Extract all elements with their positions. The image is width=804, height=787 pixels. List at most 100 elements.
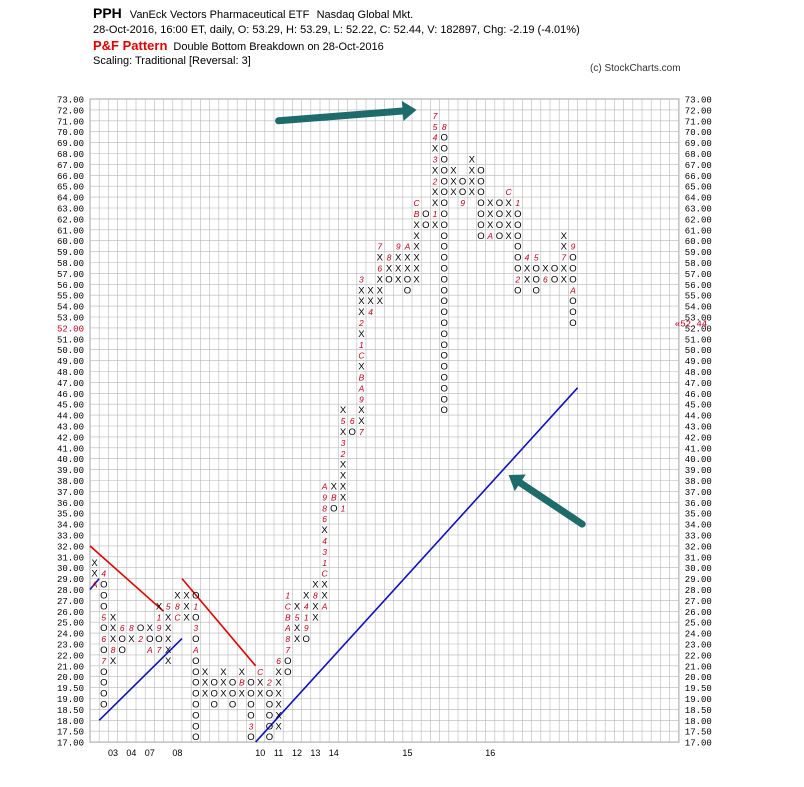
pf-month-mark: 3 xyxy=(433,154,438,164)
pf-month-mark: A xyxy=(321,481,328,491)
y-tick-label-right: 45.00 xyxy=(685,401,712,411)
pf-x-mark: X xyxy=(174,590,181,601)
pf-x-mark: X xyxy=(450,176,457,187)
ticker-symbol: PPH xyxy=(93,5,122,21)
y-tick-label-right: 38.00 xyxy=(685,477,712,487)
y-tick-label-right: 48.00 xyxy=(685,368,712,378)
y-tick-label-right: 73.00 xyxy=(685,96,712,106)
trendline xyxy=(255,387,579,743)
pf-x-mark: X xyxy=(386,263,393,274)
y-tick-label-left: 51.00 xyxy=(57,335,84,345)
pf-o-mark: O xyxy=(514,209,521,220)
y-tick-label-left: 62.00 xyxy=(57,215,84,225)
y-tick-label-left: 43.00 xyxy=(57,423,84,433)
pf-o-mark: O xyxy=(441,329,448,340)
pf-month-mark: 8 xyxy=(322,503,327,513)
pf-x-mark: X xyxy=(340,471,347,482)
y-tick-label-right: 70.00 xyxy=(685,128,712,138)
y-tick-label-right: 59.00 xyxy=(685,248,712,258)
pf-o-mark: O xyxy=(477,231,484,242)
x-tick-label: 13 xyxy=(310,748,320,758)
pf-x-mark: X xyxy=(358,416,365,427)
pf-o-mark: O xyxy=(119,645,126,656)
pf-x-mark: X xyxy=(312,580,319,591)
pf-o-mark: O xyxy=(477,176,484,187)
pf-month-mark: 4 xyxy=(525,253,530,263)
pf-month-mark: 5 xyxy=(101,612,106,622)
pattern-value: Double Bottom Breakdown on 28-Oct-2016 xyxy=(173,41,384,53)
y-tick-label-right: 19.00 xyxy=(685,695,712,705)
pf-o-mark: O xyxy=(192,699,199,710)
y-tick-label-right: 63.00 xyxy=(685,205,712,215)
pf-o-mark: O xyxy=(441,253,448,264)
pf-x-mark: X xyxy=(377,274,384,285)
pf-month-mark: 1 xyxy=(322,558,327,568)
pf-o-mark: O xyxy=(211,689,218,700)
y-tick-label-right: 20.00 xyxy=(685,673,712,683)
pf-x-mark: X xyxy=(147,623,154,634)
y-tick-label-right: 25.00 xyxy=(685,619,712,629)
y-tick-label-right: 34.00 xyxy=(685,521,712,531)
x-tick-label: 14 xyxy=(329,748,339,758)
trendlines xyxy=(89,387,579,743)
pf-o-mark: O xyxy=(441,340,448,351)
pf-o-mark: O xyxy=(100,590,107,601)
y-tick-label-left: 18.00 xyxy=(57,717,84,727)
pf-o-mark: O xyxy=(477,198,484,209)
pf-x-mark: X xyxy=(202,667,209,678)
y-tick-label-right: 72.00 xyxy=(685,106,712,116)
y-tick-label-left: 66.00 xyxy=(57,172,84,182)
pf-x-mark: X xyxy=(469,187,476,198)
y-tick-label-left: 60.00 xyxy=(57,237,84,247)
y-tick-label-right: 30.00 xyxy=(685,564,712,574)
pf-month-mark: 3 xyxy=(193,623,198,633)
pf-o-mark: O xyxy=(569,318,576,329)
pf-o-mark: O xyxy=(441,133,448,144)
pf-month-mark: 6 xyxy=(377,263,382,273)
pf-o-mark: O xyxy=(100,689,107,700)
pf-o-mark: O xyxy=(247,689,254,700)
pf-x-mark: X xyxy=(358,307,365,318)
pf-x-mark: X xyxy=(469,176,476,187)
scaling-line: Scaling: Traditional [Reversal: 3] xyxy=(93,55,251,67)
annotation-arrow-shaft xyxy=(275,107,407,125)
pf-x-mark: X xyxy=(413,253,420,264)
y-tick-label-left: 58.00 xyxy=(57,259,84,269)
y-tick-label-left: 20.00 xyxy=(57,673,84,683)
pf-month-mark: 9 xyxy=(460,198,465,208)
pf-month-mark: 3 xyxy=(359,274,364,284)
pf-month-mark: 6 xyxy=(276,656,281,666)
copyright-notice: (c) StockCharts.com xyxy=(590,63,681,74)
pf-o-mark: O xyxy=(441,405,448,416)
y-tick-label-left: 70.00 xyxy=(57,128,84,138)
y-tick-label-left: 37.00 xyxy=(57,488,84,498)
y-tick-label-left: 25.00 xyxy=(57,619,84,629)
pf-o-mark: O xyxy=(441,285,448,296)
pf-o-mark: O xyxy=(266,689,273,700)
pf-month-mark: A xyxy=(192,645,199,655)
y-tick-label-right: 40.00 xyxy=(685,455,712,465)
pf-o-mark: O xyxy=(569,263,576,274)
pf-month-mark: B xyxy=(331,492,337,502)
pf-x-mark: X xyxy=(321,525,328,536)
y-tick-label-left: 63.00 xyxy=(57,205,84,215)
y-tick-label-left: 29.00 xyxy=(57,575,84,585)
pf-month-mark: A xyxy=(91,580,98,590)
pf-month-mark: 4 xyxy=(368,307,373,317)
y-tick-label-left: 72.00 xyxy=(57,106,84,116)
y-tick-label-left: 35.00 xyxy=(57,510,84,520)
pf-month-mark: A xyxy=(404,242,411,252)
pf-o-mark: O xyxy=(422,209,429,220)
pf-month-mark: 3 xyxy=(341,438,346,448)
pf-month-mark: 7 xyxy=(561,253,566,263)
pf-o-mark: O xyxy=(441,394,448,405)
pf-month-mark: C xyxy=(358,351,365,361)
pf-o-mark: O xyxy=(496,231,503,242)
pf-x-mark: X xyxy=(220,667,227,678)
y-tick-label-right: 49.00 xyxy=(685,357,712,367)
pf-x-mark: X xyxy=(358,362,365,373)
pf-month-mark: 9 xyxy=(157,623,162,633)
pf-o-mark: O xyxy=(441,263,448,274)
pf-month-mark: 9 xyxy=(322,492,327,502)
